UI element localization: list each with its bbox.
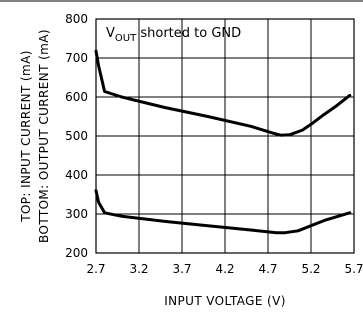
y-tick-label: 200: [65, 246, 88, 260]
x-tick-label: 5.2: [301, 262, 320, 276]
annotation-rest: shorted to GND: [136, 26, 241, 41]
y-tick-label: 700: [65, 51, 88, 65]
data-series: [94, 49, 352, 235]
y-axis-title-bottom: BOTTOM: OUTPUT CURRENT (mA): [37, 29, 51, 243]
annotation-main: V: [106, 26, 115, 41]
x-tick-label: 4.7: [258, 262, 277, 276]
y-tick-labels: 200 300 400 500 600 700 800: [65, 12, 88, 260]
output-current-curve: [94, 189, 352, 235]
y-tick-label: 400: [65, 168, 88, 182]
chart-annotation: VOUT shorted to GND: [106, 26, 241, 44]
x-tick-labels: 2.7 3.2 3.7 4.2 4.7 5.2 5.7: [86, 262, 363, 276]
x-tick-label: 3.7: [172, 262, 191, 276]
x-tick-label: 2.7: [86, 262, 105, 276]
grid: [95, 18, 355, 254]
plot-frame: [95, 18, 355, 254]
x-tick-label: 4.2: [215, 262, 234, 276]
y-tick-label: 600: [65, 90, 88, 104]
y-tick-label: 800: [65, 12, 88, 26]
y-tick-label: 500: [65, 129, 88, 143]
x-tick-label: 3.2: [129, 262, 148, 276]
annotation-subscript: OUT: [115, 33, 137, 44]
x-tick-label: 5.7: [344, 262, 363, 276]
y-axis-title-top: TOP: INPUT CURRENT (mA): [19, 50, 33, 223]
x-axis-title: INPUT VOLTAGE (V): [164, 294, 286, 308]
input-current-curve: [94, 49, 352, 137]
y-tick-label: 300: [65, 207, 88, 221]
